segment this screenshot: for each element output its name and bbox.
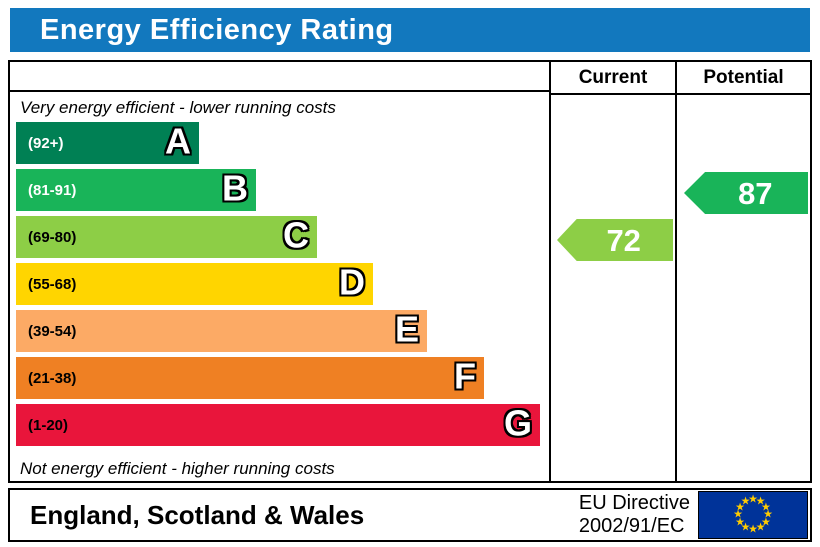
chart-header-empty-cell [10,62,549,92]
band-bar-e: (39-54) E [16,310,427,352]
star-icon: ★ [748,523,758,536]
star-icon: ★ [748,493,758,506]
eu-directive-label: EU Directive 2002/91/EC [579,492,698,538]
potential-column-body: 87 [677,95,810,481]
band-letter: A [165,120,191,162]
band-range-label: (92+) [28,134,64,152]
band-row-a: (92+) A [16,122,549,164]
star-icon: ★ [761,501,771,513]
band-letter: B [222,167,248,209]
band-row-b: (81-91) B [16,169,549,211]
band-row-e: (39-54) E [16,310,549,352]
band-range-label: (1-20) [28,416,69,434]
top-caption: Very energy efficient - lower running co… [20,98,336,117]
eu-directive-line1: EU Directive [578,492,690,514]
star-icon: ★ [735,501,745,513]
star-icon: ★ [763,508,773,521]
band-range-label: (21-38) [28,369,77,387]
current-column: Current 72 [551,62,677,481]
band-chart-body: Very energy efficient - lower running co… [10,92,549,481]
star-icon: ★ [761,516,771,528]
band-bar-a: (92+) A [16,122,199,164]
band-row-f: (21-38) F [16,357,549,399]
star-icon: ★ [740,495,751,508]
star-icon: ★ [755,495,766,508]
footer-bar: England, Scotland & Wales EU Directive 2… [8,488,812,542]
star-icon: ★ [733,508,743,521]
band-row-c: (69-80) C [16,216,549,258]
band-letter: F [454,355,476,397]
current-rating-value: 72 [606,222,641,258]
page-title: Energy Efficiency Rating [40,13,394,46]
band-letter: G [503,402,532,444]
potential-rating-value: 87 [738,175,773,211]
potential-rating-arrow: 87 [684,172,808,214]
potential-column-header: Potential [677,62,810,95]
current-column-header: Current [551,62,675,95]
band-range-label: (55-68) [28,275,77,293]
band-range-label: (39-54) [28,322,77,340]
title-bar: Energy Efficiency Rating [10,8,810,52]
band-bar-f: (21-38) F [16,357,484,399]
eu-flag-icon: ★ ★ ★ ★ ★ ★ ★ ★ ★ ★ ★ ★ [698,491,808,539]
bottom-caption: Not energy efficient - higher running co… [20,459,335,478]
band-letter: C [283,214,309,256]
band-bar-c: (69-80) C [16,216,317,258]
band-bar-b: (81-91) B [16,169,256,211]
star-icon: ★ [735,516,745,528]
band-bar-d: (55-68) D [16,263,373,305]
band-letter: D [339,261,365,303]
band-bar-g: (1-20) G [16,404,540,446]
energy-rating-table: Very energy efficient - lower running co… [8,60,812,483]
band-range-label: (69-80) [28,228,77,246]
current-rating-arrow: 72 [557,219,673,261]
band-row-d: (55-68) D [16,263,549,305]
star-icon: ★ [755,521,766,534]
eu-directive-line2: 2002/91/EC [578,515,685,537]
band-letter: E [394,308,419,350]
band-row-g: (1-20) G [16,404,549,446]
region-label: England, Scotland & Wales [30,499,365,530]
band-chart-column: Very energy efficient - lower running co… [10,62,551,481]
band-range-label: (81-91) [28,181,77,199]
star-icon: ★ [740,521,751,534]
potential-column: Potential 87 [677,62,810,481]
current-column-body: 72 [551,95,675,481]
